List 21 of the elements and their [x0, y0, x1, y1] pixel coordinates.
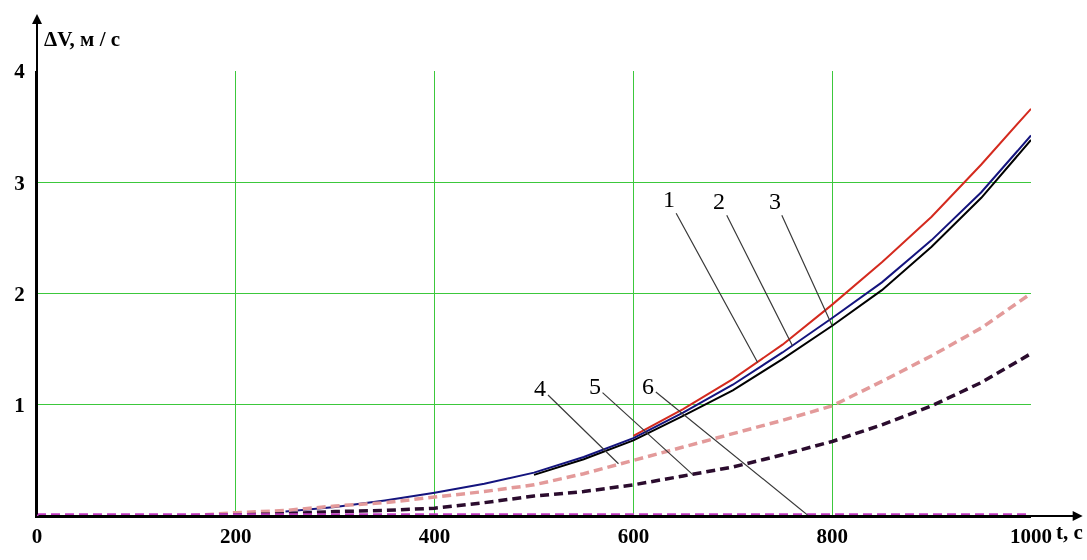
y-tick-label: 1	[14, 393, 25, 418]
y-tick-label: 4	[14, 59, 26, 84]
annotation: 4	[534, 375, 546, 401]
y-axis-title: ΔV, м / с	[44, 27, 121, 51]
x-tick-label: 600	[617, 524, 650, 549]
x-axis-title: t, с	[1056, 520, 1083, 544]
annotation: 1	[663, 186, 675, 212]
y-tick-label: 2	[14, 281, 25, 306]
line-series	[632, 107, 1031, 437]
y-tick-label: 3	[14, 170, 25, 195]
line-series	[284, 134, 1031, 513]
annotation: 6	[642, 373, 654, 399]
annotation: 3	[769, 188, 781, 214]
x-tick-label: 200	[220, 524, 252, 549]
x-tick-label: 800	[816, 524, 848, 549]
annotation: 2	[713, 188, 725, 214]
x-tick-label: 400	[418, 524, 451, 549]
x-tick-label: 1000	[1010, 524, 1052, 549]
line-series	[533, 138, 1031, 476]
annotation: 5	[589, 373, 601, 399]
x-tick-label: 0	[31, 524, 43, 549]
